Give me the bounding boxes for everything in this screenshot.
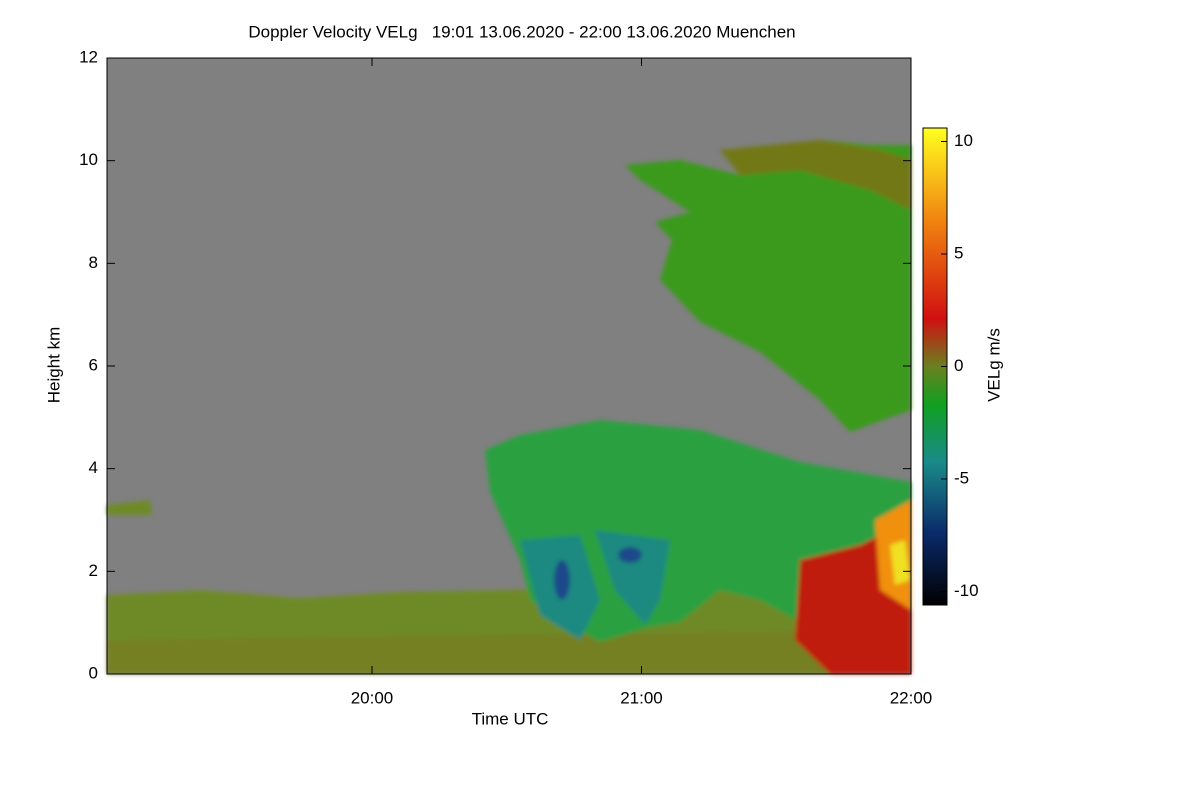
x-axis-label: Time UTC xyxy=(472,709,549,728)
y-tick-label: 8 xyxy=(89,253,98,272)
x-tick-label: 21:00 xyxy=(620,688,663,707)
y-tick-label: 12 xyxy=(79,47,98,66)
y-axis-label: Height km xyxy=(44,327,63,404)
colorbar-tick-label: 5 xyxy=(954,243,963,262)
y-tick-label: 2 xyxy=(89,561,98,580)
y-tick-label: 10 xyxy=(79,150,98,169)
radar-echoes xyxy=(107,140,911,674)
colorbar-tick-label: -10 xyxy=(954,581,979,600)
x-tick-label: 20:00 xyxy=(351,688,394,707)
colorbar-label: VELg m/s xyxy=(984,328,1003,402)
y-tick-label: 6 xyxy=(89,355,98,374)
chart-title: Doppler Velocity VELg 19:01 13.06.2020 -… xyxy=(248,22,795,41)
colorbar-tick-label: 0 xyxy=(954,356,963,375)
y-tick-label: 0 xyxy=(89,663,98,682)
colorbar-tick-label: 10 xyxy=(954,131,973,150)
x-tick-label: 22:00 xyxy=(890,688,933,707)
colorbar-tick-label: -5 xyxy=(954,468,969,487)
y-tick-label: 4 xyxy=(89,458,98,477)
